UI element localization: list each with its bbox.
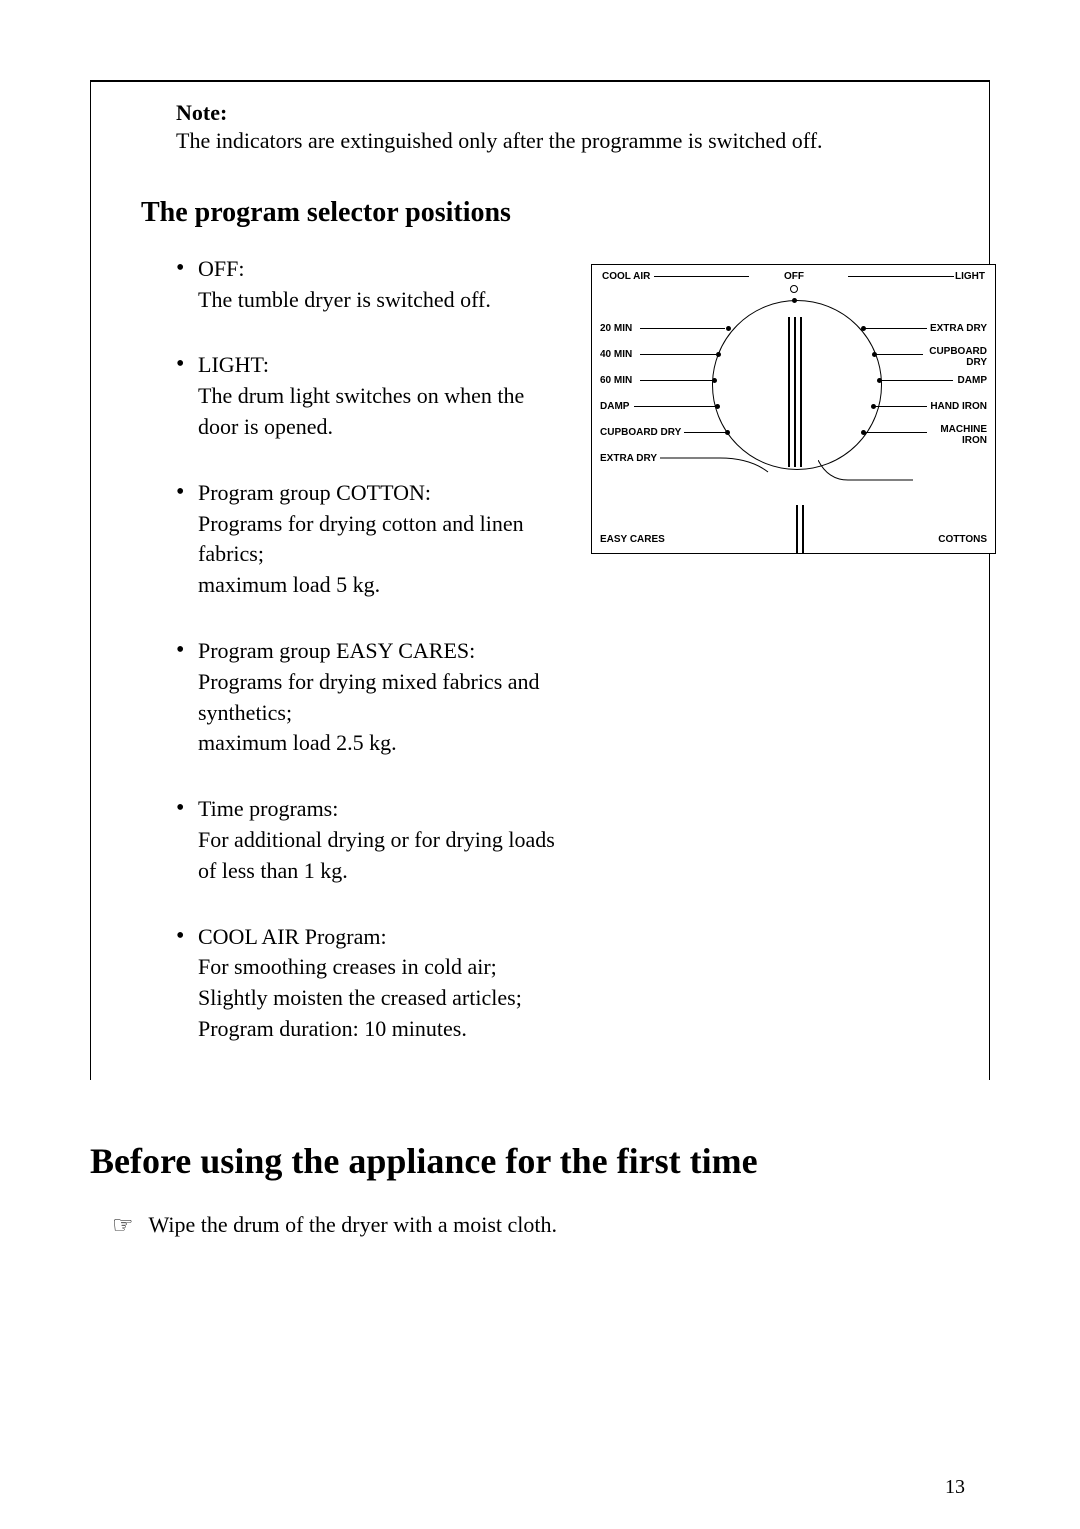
dial-label-left: 20 MIN [600,323,632,334]
bullet-line: The tumble dryer is switched off. [198,287,491,312]
dial-line [684,432,726,433]
bullet-line: maximum load 5 kg. [198,572,380,597]
dial-dot [715,404,720,409]
dial-dot [861,326,866,331]
dial-line [634,406,716,407]
dial-label-left: 60 MIN [600,375,632,386]
page-frame: Note: The indicators are extinguished on… [90,80,990,1080]
dial-line [875,406,927,407]
bullet-line: For smoothing creases in cold air; [198,954,497,979]
dial-off-marker [790,285,798,293]
dial-line [640,328,725,329]
dial-label-cool-air: COOL AIR [602,271,650,282]
dial-line [865,328,927,329]
bullet-list: OFF: The tumble dryer is switched off. L… [176,254,561,1045]
dial-label-left: DAMP [600,401,629,412]
dial-line [875,354,923,355]
dial-label-off: OFF [784,271,804,282]
before-use-heading: Before using the appliance for the first… [90,1140,990,1182]
dial-curve [818,460,913,488]
dial-label-bottom-right: COTTONS [938,534,987,545]
dial-diagram: COOL AIR OFF LIGHT 20 MIN 40 MIN 60 MI [591,264,996,554]
dial-line [654,276,749,277]
dial-dot [725,430,730,435]
bullet-title: LIGHT: [198,352,269,377]
bullet-light: LIGHT: The drum light switches on when t… [176,350,561,442]
dial-label-left: EXTRA DRY [600,453,657,464]
left-column: OFF: The tumble dryer is switched off. L… [141,254,561,1080]
bullet-title: Program group EASY CARES: [198,638,475,663]
dial-label-right: HAND IRON [930,401,987,412]
right-column: COOL AIR OFF LIGHT 20 MIN 40 MIN 60 MI [591,254,996,1080]
page-number: 13 [945,1476,965,1499]
dial-dot [871,404,876,409]
dial-line [640,380,712,381]
note-text: The indicators are extinguished only aft… [176,126,939,157]
bullet-line: Slightly moisten the creased articles; [198,985,522,1010]
bullet-title: OFF: [198,256,244,281]
note-block: Note: The indicators are extinguished on… [176,100,939,157]
dial-dot [877,378,882,383]
bullet-title: Time programs: [198,796,338,821]
bullet-line: For additional drying or for drying load… [198,827,555,883]
bullet-easy-cares: Program group EASY CARES: Programs for d… [176,636,561,759]
bullet-line: The drum light switches on when the door… [198,383,524,439]
bullet-title: Program group COTTON: [198,480,431,505]
bullet-time-programs: Time programs: For additional drying or … [176,794,561,886]
dial-label-left: CUPBOARD DRY [600,427,681,438]
dial-dot [716,352,721,357]
bullet-off: OFF: The tumble dryer is switched off. [176,254,561,316]
dial-label-right: MACHINE IRON [940,424,987,446]
dial-pointer-v [794,317,796,467]
bullet-cool-air: COOL AIR Program: For smoothing creases … [176,922,561,1045]
dial-label-right: DAMP [958,375,987,386]
dial-dot [861,430,866,435]
dial-dot [712,378,717,383]
bullet-cotton: Program group COTTON: Programs for dryin… [176,478,561,601]
dial-dot [872,352,877,357]
note-label: Note: [176,100,227,125]
dial-line [881,380,953,381]
two-column-layout: OFF: The tumble dryer is switched off. L… [141,254,939,1080]
dial-line [865,432,927,433]
pointing-hand-icon: ☞ [112,1214,134,1238]
bullet-line: Programs for drying cotton and linen fab… [198,511,524,567]
dial-bottom-divider [802,505,804,553]
dial-dot [726,326,731,331]
instruction-row: ☞ Wipe the drum of the dryer with a mois… [112,1212,990,1238]
dial-line [848,276,954,277]
dial-label-light: LIGHT [955,271,985,282]
bullet-title: COOL AIR Program: [198,924,387,949]
dial-line [640,354,716,355]
dial-curve [660,450,770,475]
bullet-line: maximum load 2.5 kg. [198,730,397,755]
dial-label-right: EXTRA DRY [930,323,987,334]
dial-bottom-divider [796,505,798,553]
instruction-text: Wipe the drum of the dryer with a moist … [149,1212,557,1238]
dial-label-bottom-left: EASY CARES [600,534,665,545]
section-heading: The program selector positions [141,197,939,229]
dial-label-left: 40 MIN [600,349,632,360]
dial-pointer-v2 [788,317,790,467]
dial-label-right: CUPBOARD DRY [929,346,987,368]
dial-pointer-v3 [800,317,802,467]
dial-circle [712,300,882,470]
bullet-line: Program duration: 10 minutes. [198,1016,467,1041]
bullet-line: Programs for drying mixed fabrics and sy… [198,669,540,725]
